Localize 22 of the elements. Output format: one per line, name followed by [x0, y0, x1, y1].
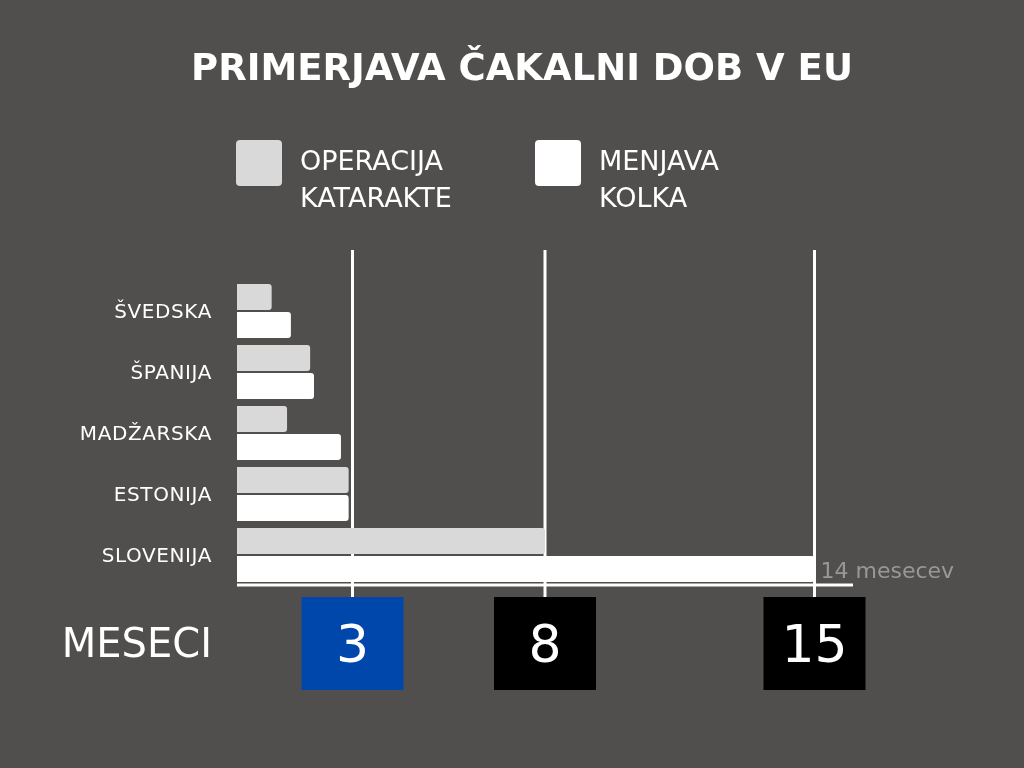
x-axis-title: MESECI: [60, 620, 212, 666]
legend-label: OPERACIJA KATARAKTE: [300, 144, 452, 215]
y-tick-label: ŠPANIJA: [130, 359, 212, 384]
x-tick-label: 8: [528, 614, 562, 674]
bar: [237, 528, 545, 554]
annotation: 14 mesecev: [820, 557, 955, 582]
bar: [237, 312, 291, 338]
bar: [237, 373, 314, 399]
bar: [237, 434, 341, 460]
chart-title: PRIMERJAVA ČAKALNI DOB V EU: [191, 46, 853, 89]
bar: [237, 495, 349, 521]
y-tick-label: ESTONIJA: [113, 481, 212, 506]
y-tick-label: MADŽARSKA: [79, 420, 212, 445]
bar: [237, 284, 272, 310]
bar: [237, 345, 311, 371]
x-tick-label: 15: [781, 614, 848, 674]
legend-label: MENJAVA KOLKA: [599, 144, 719, 215]
bar: [237, 406, 288, 432]
bar: [237, 467, 349, 493]
x-tick-label: 3: [335, 614, 370, 674]
y-tick-label: SLOVENIJA: [101, 542, 212, 567]
y-tick-label: ŠVEDSKA: [114, 298, 212, 323]
